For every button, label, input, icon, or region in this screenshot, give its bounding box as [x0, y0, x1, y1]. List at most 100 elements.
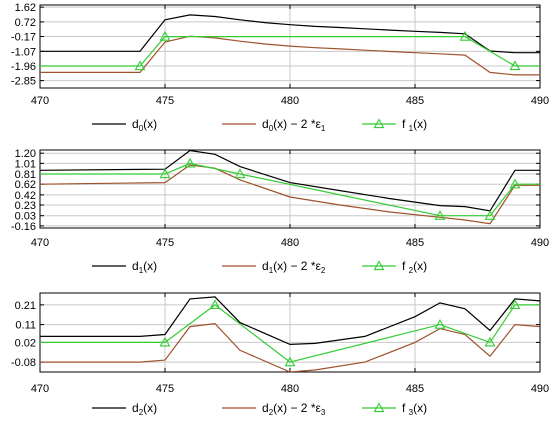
y-tick-label: -0.16: [11, 221, 36, 233]
legend-base: d: [132, 117, 139, 131]
legend-tail: (x) − 2 *ε: [273, 401, 321, 415]
y-tick-label: -0.08: [11, 357, 36, 369]
legend-subscript: 1: [269, 266, 274, 275]
legend-label-1: d2(x): [132, 401, 157, 417]
chart-panel-1: 470 475 480 485 490 1.62 0.72 -0.17 -1.07 -1.96 -2…: [11, 2, 549, 133]
series-d-line: [40, 296, 540, 346]
y-tick-label: 1.01: [15, 158, 36, 170]
legend-marker-3: [373, 402, 385, 413]
legend-label-2: d2(x) − 2 *ε3: [262, 401, 326, 417]
series-f-point-marker: [509, 299, 521, 310]
series-f-point-marker: [484, 210, 496, 220]
y-tick-label: 0.62: [15, 179, 36, 191]
legend-subscript: 0: [269, 124, 274, 133]
x-tick-label: 480: [281, 237, 299, 249]
x-tick-label: 480: [281, 383, 299, 395]
series-f-point-marker: [159, 168, 171, 179]
series-f-line: [40, 162, 540, 217]
x-tick-label: 475: [156, 237, 174, 249]
series-f-point-marker: [459, 30, 471, 41]
series-d-minus-eps-line: [40, 322, 540, 372]
x-tick-label: 485: [406, 383, 424, 395]
legend-label-1: d0(x): [132, 117, 157, 133]
legend-label-3: f 1(x): [402, 117, 427, 133]
legend-subscript: 1: [409, 124, 414, 133]
legend-base: f: [402, 259, 409, 273]
legend-tail: (x): [143, 117, 157, 131]
series-f-point-marker: [434, 318, 446, 329]
y-tick-label: -2.85: [11, 76, 36, 88]
legend-subscript: 2: [409, 266, 414, 275]
legend-label-2: d1(x) − 2 *ε2: [262, 259, 326, 275]
legend-tail: (x): [143, 401, 157, 415]
y-tick-label: -1.96: [11, 61, 36, 73]
x-tick-label: 475: [156, 383, 174, 395]
legend-subscript-2: 3: [321, 408, 326, 417]
y-tick-label: 0.72: [15, 17, 36, 29]
legend-base: d: [132, 259, 139, 273]
legend-subscript-2: 2: [321, 266, 326, 275]
legend-marker-3: [373, 260, 385, 271]
legend-tail: (x): [413, 401, 427, 415]
series-f-line: [40, 35, 540, 67]
legend-label-3: f 2(x): [402, 259, 427, 275]
legend-subscript: 1: [139, 266, 144, 275]
x-tick-label: 490: [531, 237, 549, 249]
legend-subscript: 2: [269, 408, 274, 417]
legend-subscript: 0: [139, 124, 144, 133]
series-f-point-marker: [434, 210, 446, 220]
x-tick-label: 470: [31, 383, 49, 395]
legend-base: d: [132, 401, 139, 415]
legend-tail: (x): [413, 117, 427, 131]
series-f-point-marker: [209, 299, 221, 310]
series-f-point-marker: [184, 157, 196, 168]
legend-base: f: [402, 401, 409, 415]
legend-base: f: [402, 117, 409, 131]
legend-label-3: f 3(x): [402, 401, 427, 417]
series-d-line: [40, 14, 540, 54]
x-tick-label: 485: [406, 95, 424, 107]
series-f-point-marker: [159, 336, 171, 347]
y-tick-label: -1.07: [11, 46, 36, 58]
y-tick-label: -0.17: [11, 32, 36, 44]
y-tick-label: 0.03: [15, 211, 36, 223]
series-f-line: [40, 304, 540, 363]
legend-marker-3: [373, 118, 385, 129]
x-tick-label: 485: [406, 237, 424, 249]
legend-tail: (x): [143, 259, 157, 273]
y-tick-label: 0.42: [15, 190, 36, 202]
series-f-point-marker: [234, 168, 246, 179]
y-tick-label: 1.62: [15, 2, 36, 14]
y-tick-label: 0.21: [15, 300, 36, 312]
legend-tail: (x) − 2 *ε: [273, 259, 321, 273]
x-tick-label: 490: [531, 383, 549, 395]
series-f-point-marker: [484, 336, 496, 347]
series-d-minus-eps-line: [40, 164, 540, 225]
series-f-point-marker: [509, 60, 521, 71]
series-f-point-marker: [159, 30, 171, 41]
legend-tail: (x) − 2 *ε: [273, 117, 321, 131]
legend-subscript: 3: [409, 408, 414, 417]
legend-subscript: 2: [139, 408, 144, 417]
y-tick-label: 0.02: [15, 337, 36, 349]
x-tick-label: 475: [156, 95, 174, 107]
legend-tail: (x): [413, 259, 427, 273]
series-f-point-marker: [134, 60, 146, 71]
series-f-point-marker: [284, 356, 296, 367]
legend-base: d: [262, 401, 269, 415]
y-tick-label: 1.20: [15, 148, 36, 160]
legend-label-1: d1(x): [132, 259, 157, 275]
y-tick-label: 0.11: [15, 320, 36, 332]
x-tick-label: 480: [281, 95, 299, 107]
chart-panel-2: 470 475 480 485 490 1.201.010.810.620.420.230…: [11, 148, 549, 275]
legend-base: d: [262, 117, 269, 131]
x-tick-label: 470: [31, 95, 49, 107]
x-tick-label: 490: [531, 95, 549, 107]
legend-label-2: d0(x) − 2 *ε1: [262, 117, 326, 133]
y-tick-label: 0.23: [15, 200, 36, 212]
y-tick-label: 0.81: [15, 169, 36, 181]
series-f-point-marker: [509, 178, 521, 189]
x-tick-label: 470: [31, 237, 49, 249]
